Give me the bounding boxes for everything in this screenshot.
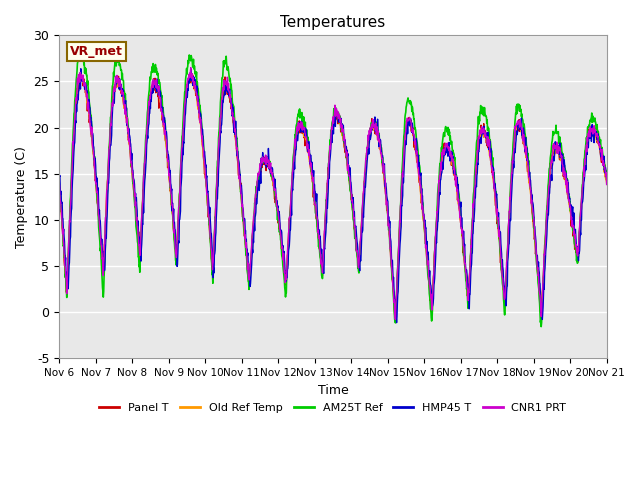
Title: Temperatures: Temperatures bbox=[280, 15, 385, 30]
Text: VR_met: VR_met bbox=[70, 45, 123, 58]
Y-axis label: Temperature (C): Temperature (C) bbox=[15, 146, 28, 248]
X-axis label: Time: Time bbox=[317, 384, 348, 396]
Legend: Panel T, Old Ref Temp, AM25T Ref, HMP45 T, CNR1 PRT: Panel T, Old Ref Temp, AM25T Ref, HMP45 … bbox=[95, 398, 571, 417]
